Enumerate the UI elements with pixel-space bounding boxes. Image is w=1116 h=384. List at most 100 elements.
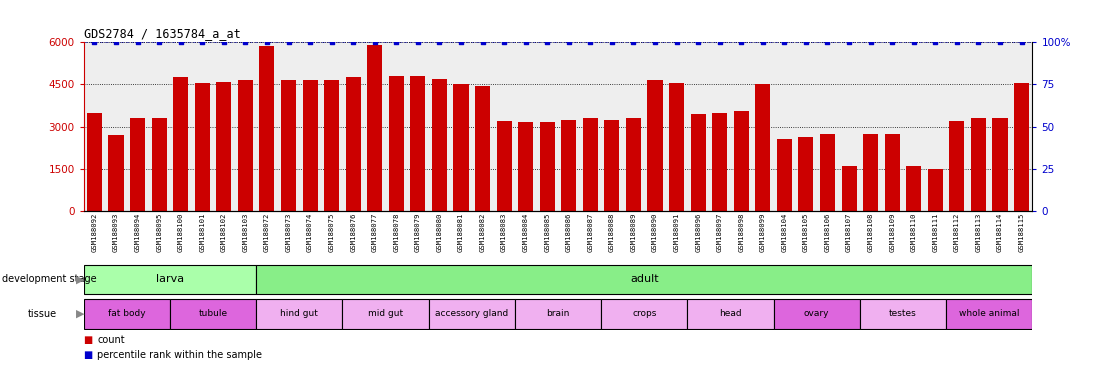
Bar <box>367 45 383 211</box>
Text: ■: ■ <box>84 335 96 345</box>
Bar <box>668 83 684 211</box>
Bar <box>906 166 922 211</box>
Point <box>151 39 169 45</box>
Point <box>862 39 879 45</box>
Point <box>86 39 104 45</box>
Point <box>625 39 643 45</box>
Bar <box>108 135 124 211</box>
Bar <box>540 122 555 211</box>
Point <box>128 39 146 45</box>
Bar <box>863 134 878 211</box>
Bar <box>302 80 318 211</box>
Text: count: count <box>97 335 125 345</box>
Point <box>776 39 793 45</box>
Bar <box>388 76 404 211</box>
Point <box>538 39 556 45</box>
Text: fat body: fat body <box>108 310 145 318</box>
Bar <box>927 169 943 211</box>
Point <box>301 39 319 45</box>
Bar <box>756 84 770 211</box>
Point <box>646 39 664 45</box>
Bar <box>170 299 257 329</box>
Text: GDS2784 / 1635784_a_at: GDS2784 / 1635784_a_at <box>84 26 240 40</box>
Bar <box>518 122 533 211</box>
Text: ■: ■ <box>84 350 96 360</box>
Point <box>193 39 211 45</box>
Text: ▶: ▶ <box>76 309 85 319</box>
Bar <box>87 113 102 211</box>
Bar <box>453 84 469 211</box>
Point <box>473 39 491 45</box>
Text: ovary: ovary <box>804 310 829 318</box>
Bar <box>152 118 166 211</box>
Bar <box>257 265 1032 294</box>
Bar <box>238 80 253 211</box>
Bar <box>712 113 728 211</box>
Bar <box>343 299 429 329</box>
Bar <box>561 120 576 211</box>
Bar <box>602 299 687 329</box>
Bar <box>647 80 663 211</box>
Bar <box>733 111 749 211</box>
Bar <box>173 78 189 211</box>
Point <box>711 39 729 45</box>
Bar <box>1014 83 1029 211</box>
Bar <box>605 120 619 211</box>
Bar <box>194 83 210 211</box>
Point <box>970 39 988 45</box>
Bar <box>259 46 275 211</box>
Text: whole animal: whole animal <box>959 310 1019 318</box>
Bar <box>514 299 602 329</box>
Bar <box>687 299 773 329</box>
Bar <box>324 80 339 211</box>
Point <box>107 39 125 45</box>
Point <box>560 39 578 45</box>
Text: development stage: development stage <box>2 274 97 285</box>
Point <box>797 39 815 45</box>
Point <box>387 39 405 45</box>
Point <box>1012 39 1030 45</box>
Text: adult: adult <box>629 274 658 285</box>
Text: tissue: tissue <box>28 309 57 319</box>
Bar <box>131 118 145 211</box>
Point <box>732 39 750 45</box>
Point <box>517 39 535 45</box>
Bar <box>432 79 448 211</box>
Text: testes: testes <box>889 310 917 318</box>
Text: larva: larva <box>156 274 184 285</box>
Point <box>690 39 708 45</box>
Point <box>905 39 923 45</box>
Text: percentile rank within the sample: percentile rank within the sample <box>97 350 262 360</box>
Bar <box>798 137 814 211</box>
Text: ▶: ▶ <box>76 274 85 285</box>
Bar <box>583 118 598 211</box>
Bar <box>429 299 514 329</box>
Text: crops: crops <box>632 310 656 318</box>
Bar <box>626 118 641 211</box>
Point <box>581 39 599 45</box>
Bar <box>859 299 946 329</box>
Bar <box>346 78 360 211</box>
Point <box>496 39 513 45</box>
Bar <box>971 118 985 211</box>
Point <box>452 39 470 45</box>
Point <box>754 39 772 45</box>
Point <box>431 39 449 45</box>
Bar <box>820 134 835 211</box>
Point <box>258 39 276 45</box>
Point <box>408 39 426 45</box>
Bar <box>950 121 964 211</box>
Bar <box>773 299 859 329</box>
Bar <box>281 80 296 211</box>
Point <box>883 39 901 45</box>
Bar <box>84 299 170 329</box>
Bar <box>885 134 899 211</box>
Point <box>667 39 685 45</box>
Text: accessory gland: accessory gland <box>435 310 509 318</box>
Point <box>172 39 190 45</box>
Text: head: head <box>719 310 742 318</box>
Point <box>237 39 254 45</box>
Text: tubule: tubule <box>199 310 228 318</box>
Point <box>603 39 620 45</box>
Bar <box>84 265 257 294</box>
